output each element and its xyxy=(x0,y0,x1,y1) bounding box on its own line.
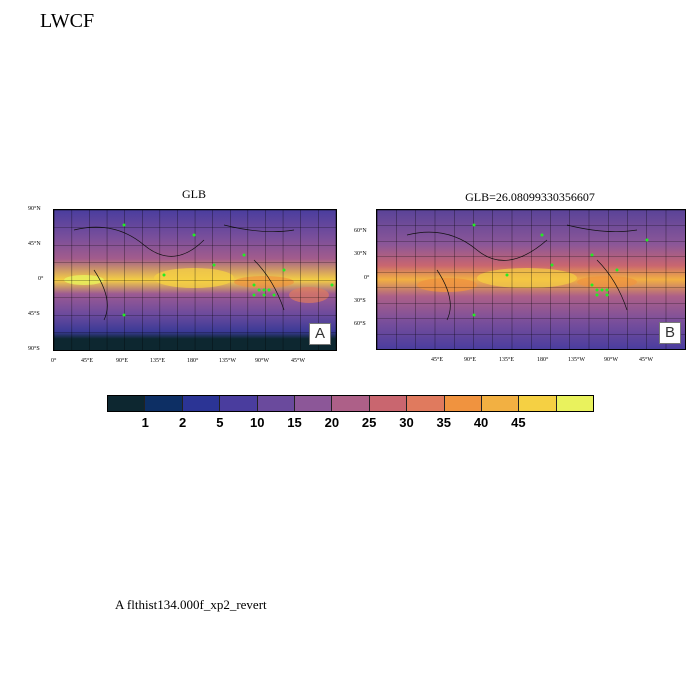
page-title: LWCF xyxy=(40,10,95,32)
colorbar xyxy=(107,395,594,412)
colorbar-label: 10 xyxy=(249,415,265,430)
colorbar-segment xyxy=(145,396,183,411)
colorbar-segment xyxy=(369,396,408,411)
map-a-lat-tick: 45°S xyxy=(28,311,40,317)
map-b-lon-tick: 180° xyxy=(537,357,549,363)
map-b-panel-letter: B xyxy=(659,322,681,344)
map-a-lon-tick: 135°E xyxy=(150,358,166,364)
colorbar-segment xyxy=(556,396,594,411)
map-a-lon-tick: 90°W xyxy=(255,358,270,364)
map-a xyxy=(53,209,337,351)
colorbar-segment xyxy=(220,396,258,411)
map-b-lat-tick: 60°S xyxy=(354,321,366,327)
colorbar-segment xyxy=(294,396,333,411)
map-a-lon-tick: 90°E xyxy=(116,358,129,364)
colorbar-label: 40 xyxy=(473,415,489,430)
colorbar-label: 15 xyxy=(287,415,302,430)
map-a-lon-tick: 45°W xyxy=(291,358,306,364)
map-a-lat-tick: 90°N xyxy=(28,206,41,212)
colorbar-segment xyxy=(481,396,520,411)
map-b-lon-tick: 90°E xyxy=(464,357,477,363)
colorbar-label: 1 xyxy=(141,415,149,430)
map-b-lon-tick: 135°W xyxy=(568,357,586,363)
map-b-lon-tick: 45°W xyxy=(639,357,654,363)
map-a-panel-letter: A xyxy=(309,323,331,345)
map-b-lat-tick: 60°N xyxy=(354,228,367,234)
colorbar-segment xyxy=(332,396,370,411)
map-a-lon-tick: 45°E xyxy=(81,358,94,364)
colorbar-segment xyxy=(444,396,482,411)
colorbar-label: 45 xyxy=(511,415,526,430)
colorbar-segment xyxy=(407,396,445,411)
map-b-field xyxy=(377,210,685,349)
map-b-lat-tick: 30°N xyxy=(354,251,367,257)
colorbar-label: 35 xyxy=(436,415,451,430)
map-b-lon-tick: 45°E xyxy=(431,357,444,363)
map-b-lon-tick: 135°E xyxy=(499,357,515,363)
map-a-lon-tick: 0° xyxy=(51,358,57,364)
colorbar-segment xyxy=(519,396,557,411)
map-a-lon-tick: 135°W xyxy=(219,358,237,364)
colorbar-label: 20 xyxy=(324,415,340,430)
map-a-lat-tick: 90°S xyxy=(28,346,40,352)
colorbar-segment xyxy=(108,396,146,411)
map-a-field xyxy=(54,210,336,350)
map-b xyxy=(376,209,686,350)
colorbar-label: 25 xyxy=(361,415,377,430)
colorbar-segment xyxy=(257,396,295,411)
colorbar-label: 30 xyxy=(399,415,414,430)
colorbar-label: 2 xyxy=(178,415,187,430)
colorbar-segment xyxy=(182,396,221,411)
map-a-lat-tick: 0° xyxy=(38,276,44,282)
map-b-lat-tick: 0° xyxy=(364,275,370,281)
map-a-lon-tick: 180° xyxy=(187,358,199,364)
map-b-title: GLB=26.08099330356607 xyxy=(465,190,595,204)
colorbar-label: 5 xyxy=(216,415,224,430)
map-a-title: GLB xyxy=(182,187,206,201)
map-a-lat-tick: 45°N xyxy=(28,241,41,247)
footnote: A flthist134.000f_xp2_revert xyxy=(115,597,267,612)
map-b-lat-tick: 30°S xyxy=(354,298,366,304)
map-b-lon-tick: 90°W xyxy=(604,357,619,363)
